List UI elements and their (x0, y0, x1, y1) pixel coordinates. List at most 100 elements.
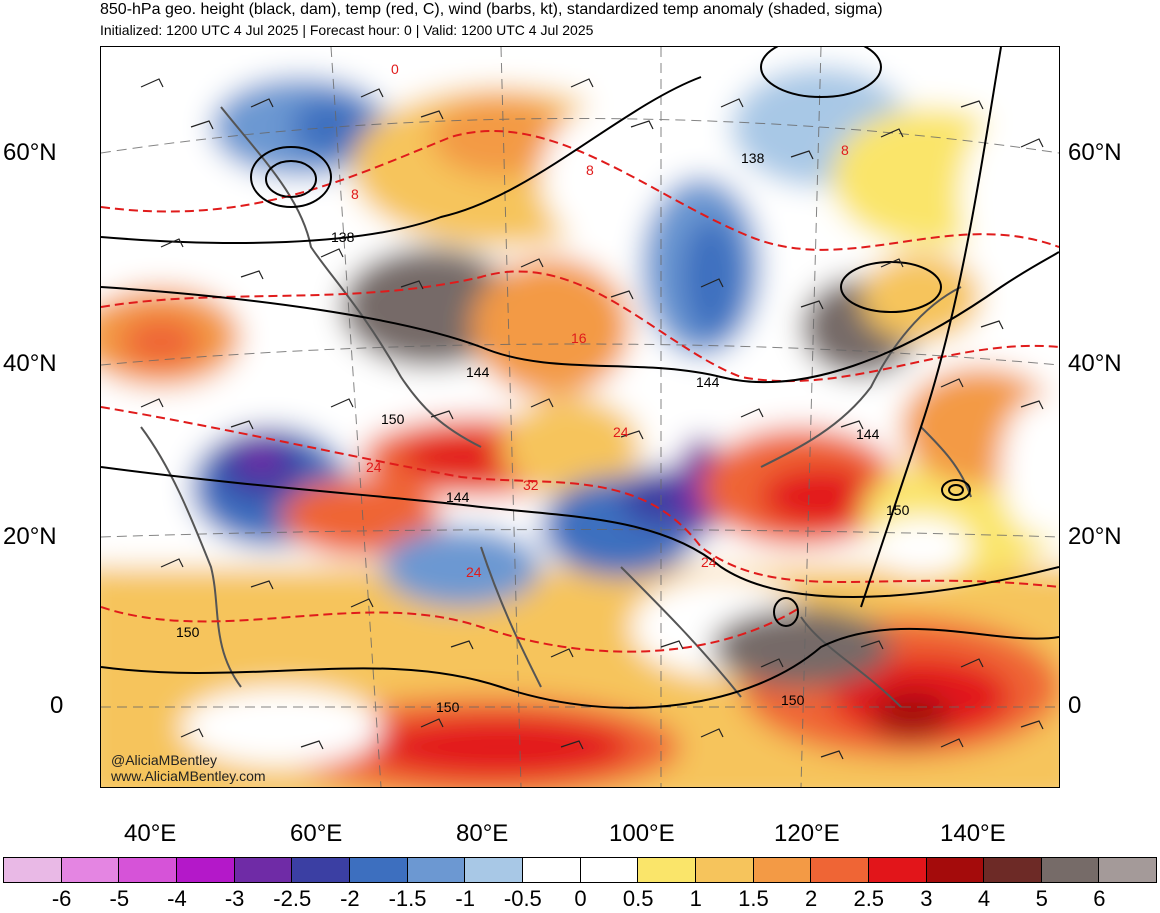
height-contour (860, 47, 1002, 608)
colorbar-swatch (983, 857, 1042, 883)
colorbar-swatch (810, 857, 869, 883)
colorbar-swatch (291, 857, 350, 883)
colorbar-tick-label: -3 (224, 886, 245, 911)
colorbar-tick-label: 0 (574, 886, 587, 911)
colorbar-swatch (464, 857, 523, 883)
height-label: 150 (781, 692, 805, 708)
colorbar-swatch (233, 857, 293, 883)
colorbar-tick-label: -2 (340, 886, 360, 911)
temp-label: 24 (366, 459, 382, 475)
parallel-line (101, 343, 1059, 366)
lat-label-right-0: 0 (1068, 692, 1082, 719)
lon-label-120e: 120°E (774, 820, 840, 847)
height-label: 138 (331, 229, 355, 245)
height-label: 144 (696, 374, 720, 390)
parallel-line (101, 529, 1059, 538)
height-label: 144 (446, 489, 470, 505)
colorbar-tick-label: 6 (1093, 886, 1106, 911)
credit-site: www.AliciaMBentley.com (111, 768, 266, 784)
height-label: 150 (886, 502, 910, 518)
height-contours (101, 47, 1059, 709)
colorbar-swatch (752, 857, 812, 883)
shade-cell (431, 97, 571, 177)
shade-cell (471, 257, 631, 397)
temp-label: 32 (523, 477, 539, 493)
colorbar-tick-label: 2.5 (853, 886, 885, 911)
colorbar-tick-label: -2.5 (273, 886, 312, 911)
temp-label: 8 (841, 142, 849, 158)
shade-cell (401, 435, 521, 479)
colorbar-tick-label: -4 (167, 886, 187, 911)
colorbar-swatch (637, 857, 696, 883)
shade-cell (121, 317, 201, 367)
colorbar-swatch (521, 857, 581, 883)
temp-label: 24 (701, 554, 717, 570)
temp-label: 0 (391, 61, 399, 77)
colorbar-tick-label: 4 (977, 886, 991, 911)
map-subtitle: Initialized: 1200 UTC 4 Jul 2025 | Forec… (100, 22, 594, 38)
shade-cell (281, 477, 441, 557)
map-panel: 138 138 144 144 144 144 150 150 150 150 … (100, 46, 1060, 788)
temp-contour-labels: 0 8 8 8 16 24 24 24 24 32 (351, 61, 849, 580)
height-label: 144 (466, 364, 490, 380)
temp-contour (101, 606, 802, 653)
colorbar-tick-label: 0.5 (622, 886, 654, 911)
colorbar-swatch (1098, 857, 1158, 883)
height-contour (773, 597, 799, 627)
temp-contour (101, 270, 1059, 383)
colorbar-tick-label: 5 (1035, 886, 1048, 911)
temp-contour (101, 406, 1059, 588)
colorbar-tick-label: -1 (455, 886, 475, 911)
colorbar-tick-label: 3 (920, 886, 933, 911)
meridian-line (500, 47, 522, 787)
coastlines (140, 106, 972, 708)
colorbar-tick-label: 1 (689, 886, 702, 911)
lat-label-left-60n: 60°N (3, 139, 57, 166)
colorbar-swatch (3, 857, 62, 883)
meridian-line (800, 47, 822, 787)
temp-label: 8 (351, 186, 359, 202)
colorbar-swatch (925, 857, 985, 883)
temp-label: 16 (571, 330, 587, 346)
colorbar-tick-label: -5 (109, 886, 130, 911)
credit-handle: @AliciaMBentley (111, 752, 218, 768)
lat-label-right-20n: 20°N (1068, 523, 1122, 550)
height-contour (265, 160, 317, 198)
shade-cell (681, 217, 741, 337)
wind-barb (140, 78, 1044, 160)
lon-label-100e: 100°E (609, 820, 675, 847)
lat-label-left-0: 0 (50, 692, 64, 719)
colorbar-swatch (60, 857, 120, 883)
colorbar-swatch (1040, 857, 1100, 883)
temp-contours (101, 130, 1059, 653)
wind-barb (160, 238, 1004, 330)
shade-cell (961, 107, 1059, 287)
height-label: 150 (176, 624, 200, 640)
colorbar-tick-label: 1.5 (738, 886, 769, 911)
height-contour (250, 146, 332, 208)
coastline (760, 286, 962, 468)
shade-cell (381, 527, 541, 607)
map-title: 850-hPa geo. height (black, dam), temp (… (100, 1, 883, 18)
colorbar-tick-label: 2 (804, 886, 818, 911)
colorbar-swatch (867, 857, 927, 883)
lon-label-80e: 80°E (456, 820, 509, 847)
height-contour (941, 479, 971, 501)
height-contour (948, 484, 964, 496)
meridian-line (330, 47, 382, 787)
graticule (101, 47, 1059, 787)
wind-barb (160, 558, 1044, 730)
lat-label-right-60n: 60°N (1068, 139, 1122, 166)
height-contour (760, 47, 882, 98)
colorbar-swatch (118, 857, 177, 883)
temp-label: 8 (586, 162, 594, 178)
coastline (620, 566, 742, 698)
height-contour (101, 627, 1059, 709)
height-label: 138 (741, 150, 765, 166)
height-contour-labels: 138 138 144 144 144 144 150 150 150 150 … (176, 150, 910, 715)
colorbar-tick-label: -1.5 (388, 886, 427, 911)
shade-cell (761, 467, 881, 527)
colorbar-swatch (348, 857, 408, 883)
shade-cell (371, 717, 631, 777)
height-label: 150 (436, 699, 460, 715)
